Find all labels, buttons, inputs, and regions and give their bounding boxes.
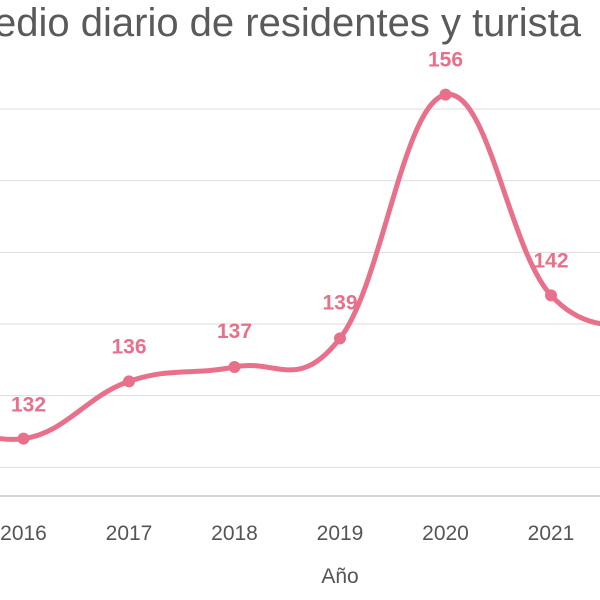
data-label: 156 xyxy=(428,49,463,72)
x-tick-label: 2020 xyxy=(422,522,469,545)
x-tick-label: 2017 xyxy=(106,522,153,545)
x-tick-label: 2019 xyxy=(317,522,364,545)
data-label: 132 xyxy=(11,394,46,417)
data-points xyxy=(17,88,557,445)
data-label: 139 xyxy=(322,291,357,314)
x-axis-label: Año xyxy=(321,565,358,588)
grid-lines xyxy=(0,108,600,468)
data-labels: 132 136 137 139 156 142 xyxy=(11,49,569,417)
series-line xyxy=(0,92,600,442)
data-label: 136 xyxy=(111,335,146,358)
data-label: 142 xyxy=(533,249,568,272)
data-point xyxy=(123,375,135,388)
chart-title: edio diario de residentes y turista xyxy=(0,1,582,45)
x-tick-label: 2018 xyxy=(211,522,258,545)
data-point xyxy=(17,432,30,445)
x-tick-label: 2016 xyxy=(0,522,47,545)
data-point xyxy=(545,289,557,302)
data-point xyxy=(439,88,452,101)
x-tick-label: 2021 xyxy=(528,522,575,545)
x-tick-labels: 2016 2017 2018 2019 2020 2021 xyxy=(0,522,574,545)
data-point xyxy=(334,332,346,345)
data-point xyxy=(228,361,241,373)
data-label: 137 xyxy=(217,320,252,343)
